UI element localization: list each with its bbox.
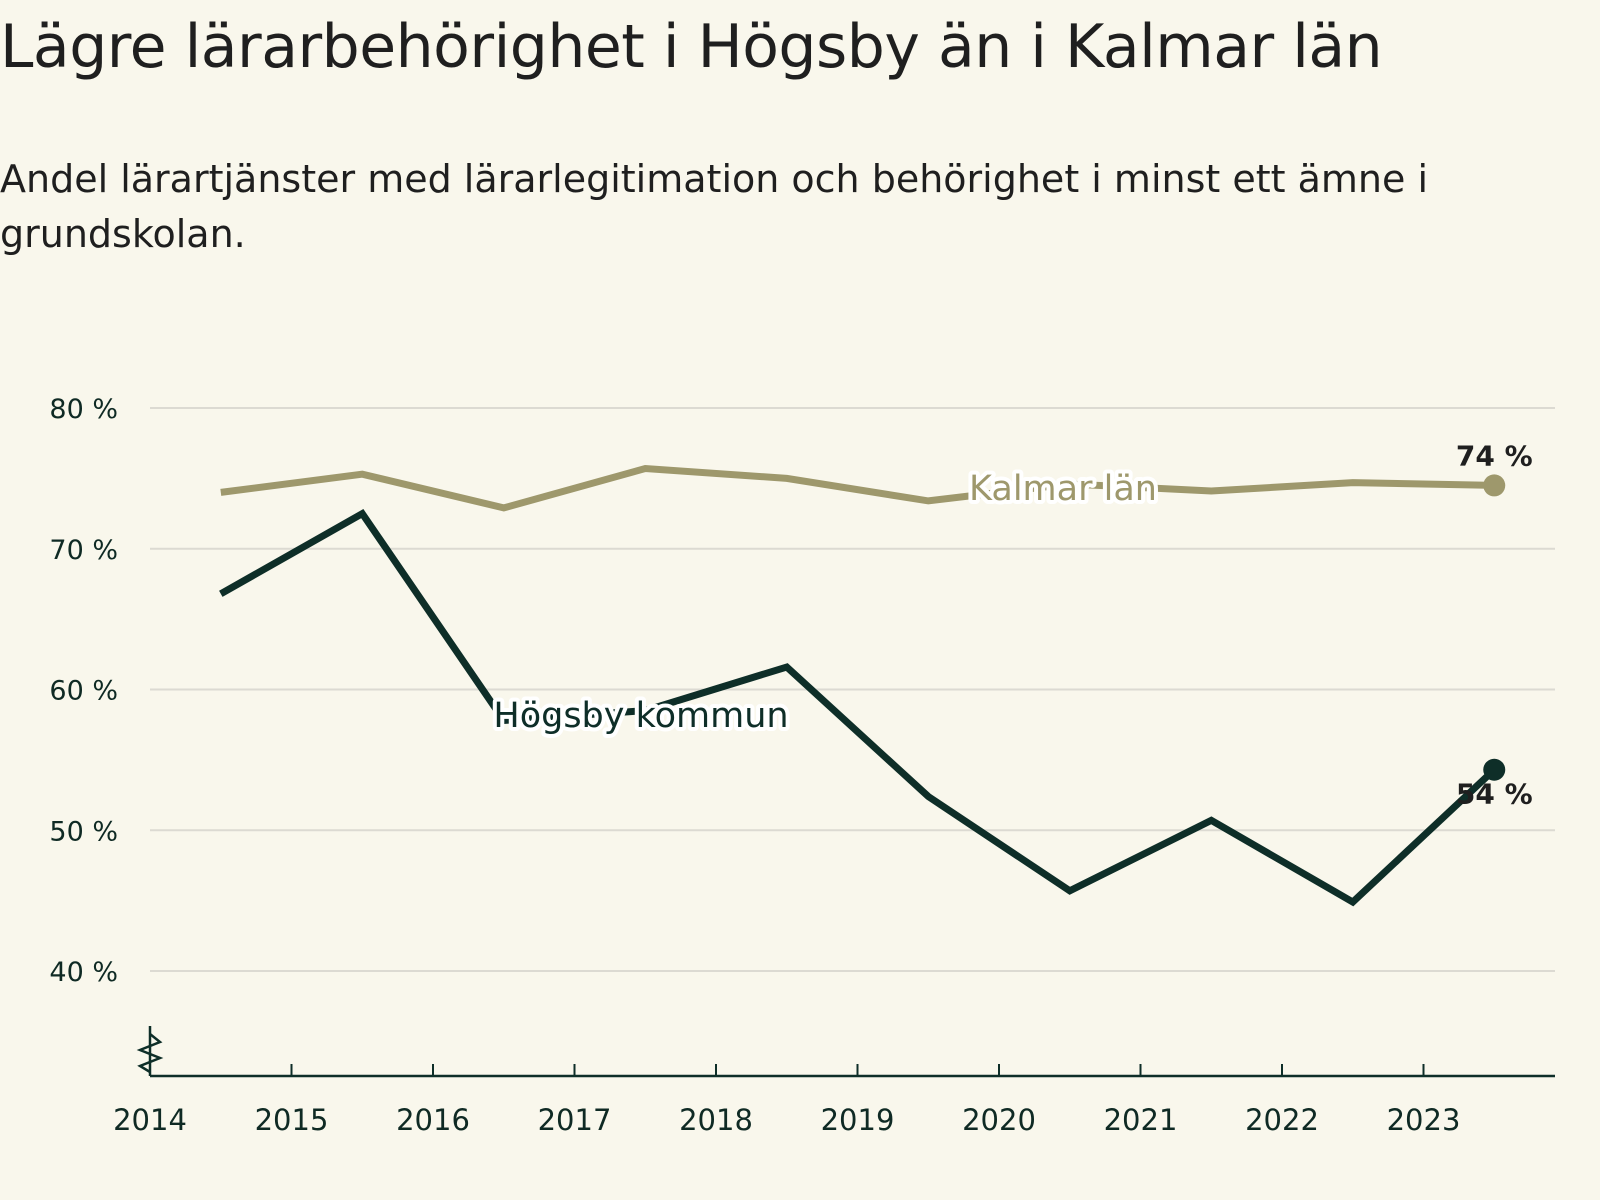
y-tick-label: 80 % [49,394,118,425]
x-tick-label: 2020 [962,1103,1036,1137]
x-tick-label: 2022 [1245,1103,1319,1137]
x-tick-label: 2023 [1387,1103,1461,1137]
y-tick-label: 70 % [49,535,118,566]
series-lines [219,464,1506,907]
kalmar-end-marker [1483,474,1506,497]
gridlines [150,407,1555,972]
x-tick-label: 2017 [538,1103,612,1137]
x-tick-label: 2018 [679,1103,753,1137]
x-tick-label: 2019 [821,1103,895,1137]
x-tick-label: 2015 [255,1103,329,1137]
chart-title: Lägre lärarbehörighet i Högsby än i Kalm… [0,12,1383,82]
axis-break-icon [136,1033,164,1074]
chart-subtitle: Andel lärartjänster med lärarlegitimatio… [0,157,1429,256]
x-tick-label: 2014 [113,1103,187,1137]
x-axis: 2014 2015 2016 2017 2018 2019 2020 2021 2022 2023 [113,1026,1555,1137]
x-tick-label: 2016 [396,1103,470,1137]
kalmar-end-value-label: 74 % [1456,439,1533,472]
hogsby-end-value-label: 54 % [1456,778,1533,811]
y-tick-label: 40 % [49,957,118,988]
kalmar-line [220,464,1495,512]
hogsby-line [219,508,1497,907]
hogsby-end-marker [1483,758,1506,781]
series-labels: 74 % 54 % Kalmar län Högsby kommun [489,439,1533,811]
hogsby-series-label: Högsby kommun [493,696,788,736]
y-tick-label: 60 % [49,676,118,707]
y-tick-label: 50 % [49,816,118,847]
y-axis-ticks: 40 % 50 % 60 % 70 % 80 % [49,394,118,988]
x-tick-label: 2021 [1104,1103,1178,1137]
kalmar-series-label: Kalmar län [969,469,1157,509]
